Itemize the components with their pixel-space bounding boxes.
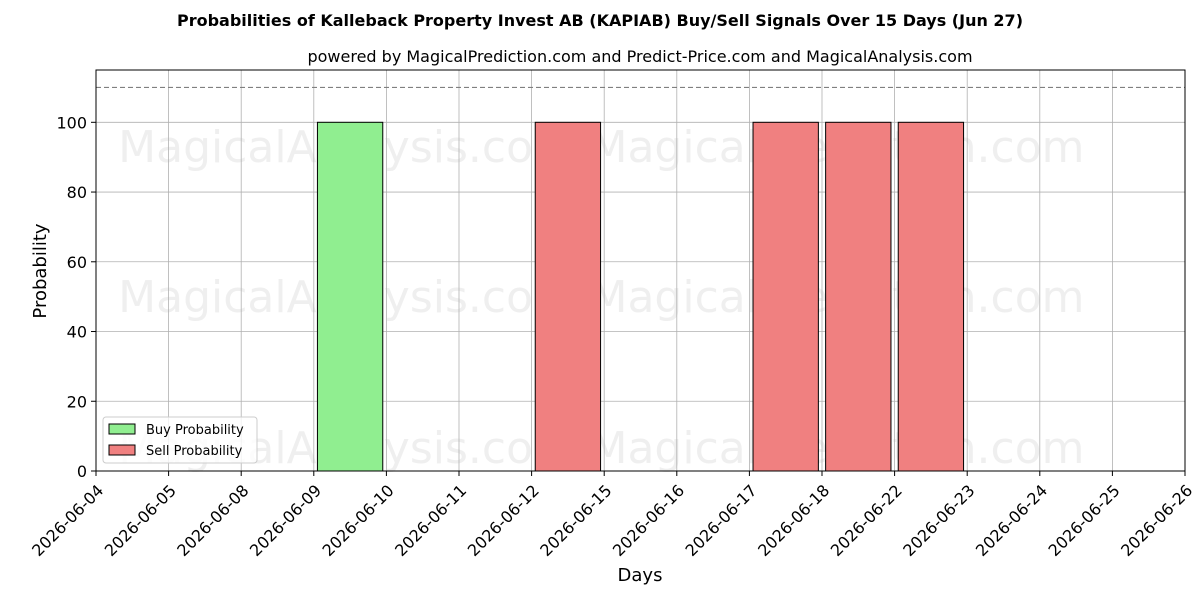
y-tick-label: 20 [67,392,87,411]
tick-layer: 0204060801002026-06-042026-06-052026-06-… [28,113,1196,560]
x-tick-label: 2026-06-26 [1117,481,1196,560]
x-tick-label: 2026-06-08 [173,481,252,560]
x-tick-label: 2026-06-04 [28,481,107,560]
legend: Buy Probability Sell Probability [102,416,258,464]
x-tick-label: 2026-06-22 [827,481,906,560]
x-tick-label: 2026-06-12 [464,481,543,560]
legend-label: Sell Probability [146,444,243,459]
y-tick-label: 100 [56,113,87,132]
chart-subtitle: powered by MagicalPrediction.com and Pre… [307,47,972,66]
bar-sell-probability [752,121,819,472]
x-tick-label: 2026-06-09 [246,481,325,560]
bar-buy-probability [316,121,384,472]
x-tick-label: 2026-06-24 [972,481,1051,560]
y-axis-label: Probability [30,223,51,318]
y-tick-label: 80 [67,183,87,202]
y-tick-label: 0 [77,462,87,481]
x-tick-label: 2026-06-23 [899,481,978,560]
x-axis-label: Days [618,565,663,586]
legend-swatch [108,423,136,435]
x-tick-label: 2026-06-15 [536,481,615,560]
x-tick-label: 2026-06-25 [1045,481,1124,560]
bar-sell-probability [897,121,965,472]
x-tick-label: 2026-06-05 [101,481,180,560]
plot-frame [95,69,1186,472]
legend-swatch [108,444,136,456]
x-tick-label: 2026-06-10 [319,481,398,560]
chart-title: Probabilities of Kalleback Property Inve… [177,11,1023,30]
x-tick-label: 2026-06-18 [754,481,833,560]
legend-box [102,416,258,464]
bar-sell-probability [825,121,892,472]
legend-label: Buy Probability [146,423,244,438]
y-tick-label: 40 [67,323,87,342]
bar-sell-probability [534,121,602,472]
y-tick-label: 60 [67,253,87,272]
bar-layer [316,121,965,472]
grid-layer [95,70,1186,472]
x-tick-label: 2026-06-11 [391,481,470,560]
x-tick-label: 2026-06-16 [609,481,688,560]
x-tick-label: 2026-06-17 [682,481,761,560]
